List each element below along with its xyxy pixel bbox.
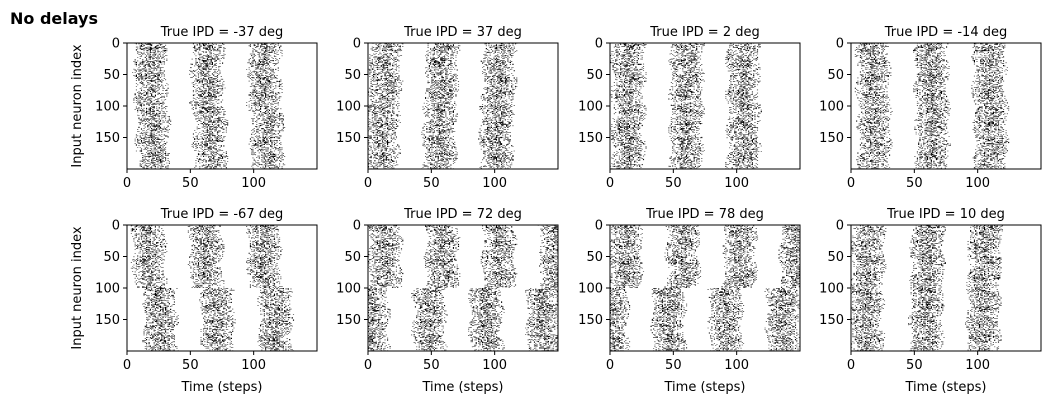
- y-tick-label: 50: [103, 68, 120, 83]
- x-tick-label: 100: [241, 358, 266, 373]
- y-tick-label: 50: [344, 250, 361, 265]
- panels: True IPD = -37 deg 0 50 100 0 50 100 150 Input n…: [70, 25, 1042, 395]
- y-tick-label: 0: [836, 219, 844, 234]
- x-tick-label: 0: [123, 176, 131, 191]
- axes-frame: [367, 42, 559, 170]
- raster-panel-2: True IPD = 37 deg 0 50 100 0 50 100 150: [336, 25, 559, 191]
- y-tick-label: 100: [819, 100, 844, 115]
- x-tick-label: 100: [724, 358, 749, 373]
- x-tick-label: 100: [724, 176, 749, 191]
- y-tick-label: 150: [819, 313, 844, 328]
- x-tick-label: 100: [965, 358, 990, 373]
- x-tick-label: 50: [423, 176, 440, 191]
- spike-raster: [610, 43, 762, 169]
- y-axis-label: Input neuron index: [70, 44, 85, 168]
- y-tick-label: 100: [336, 282, 361, 297]
- x-tick-label: 50: [906, 358, 923, 373]
- y-tick-label: 150: [95, 131, 120, 146]
- y-tick-label: 100: [95, 282, 120, 297]
- y-tick-label: 150: [578, 131, 603, 146]
- y-tick-label: 0: [112, 219, 120, 234]
- y-tick-label: 150: [95, 313, 120, 328]
- y-tick-label: 50: [827, 250, 844, 265]
- raster-panel-1: True IPD = -37 deg 0 50 100 0 50 100 150 Input n…: [70, 25, 318, 191]
- x-tick-label: 0: [606, 358, 614, 373]
- spike-raster: [610, 225, 800, 351]
- x-tick-label: 50: [182, 358, 199, 373]
- x-tick-label: 100: [482, 176, 507, 191]
- spike-raster: [132, 43, 286, 169]
- x-tick-label: 0: [123, 358, 131, 373]
- spike-raster: [368, 225, 558, 351]
- panel-title: True IPD = -37 deg: [160, 25, 283, 40]
- panel-title: True IPD = 37 deg: [403, 25, 522, 40]
- axes-frame: [367, 224, 559, 352]
- y-tick-label: 50: [103, 250, 120, 265]
- x-tick-label: 100: [241, 176, 266, 191]
- y-tick-label: 50: [344, 68, 361, 83]
- x-tick-label: 50: [665, 358, 682, 373]
- spike-raster: [130, 225, 295, 351]
- raster-panel-3: True IPD = 2 deg 0 50 100 0 50 100 150: [578, 25, 801, 191]
- y-tick-label: 100: [336, 100, 361, 115]
- x-axis-label: Time (steps): [664, 380, 746, 395]
- panel-title: True IPD = 2 deg: [649, 25, 760, 40]
- x-axis-label: Time (steps): [905, 380, 987, 395]
- raster-panel-5: True IPD = -67 deg 0 50 100 0 50 100 150 Time (s…: [70, 207, 318, 395]
- y-tick-label: 100: [95, 100, 120, 115]
- panel-title: True IPD = 10 deg: [886, 207, 1005, 222]
- x-axis-label: Time (steps): [181, 380, 263, 395]
- axes-frame: [609, 224, 801, 352]
- y-tick-label: 0: [836, 37, 844, 52]
- figure-title: No delays: [10, 9, 98, 28]
- y-tick-label: 150: [578, 313, 603, 328]
- y-tick-label: 0: [595, 219, 603, 234]
- x-tick-label: 50: [182, 176, 199, 191]
- raster-panel-4: True IPD = -14 deg 0 50 100 0 50 100 150: [819, 25, 1042, 191]
- panel-title: True IPD = 72 deg: [403, 207, 522, 222]
- x-tick-label: 100: [482, 358, 507, 373]
- spike-raster: [368, 43, 518, 169]
- y-tick-label: 0: [353, 37, 361, 52]
- x-tick-label: 50: [665, 176, 682, 191]
- x-tick-label: 0: [847, 176, 855, 191]
- y-tick-label: 0: [595, 37, 603, 52]
- x-tick-label: 50: [906, 176, 923, 191]
- panel-title: True IPD = 78 deg: [645, 207, 764, 222]
- x-tick-label: 0: [364, 358, 372, 373]
- panel-title: True IPD = -14 deg: [884, 25, 1007, 40]
- raster-panel-8: True IPD = 10 deg 0 50 100 0 50 100 150 Time (st…: [819, 207, 1042, 395]
- x-tick-label: 0: [364, 176, 372, 191]
- y-tick-label: 150: [819, 131, 844, 146]
- y-tick-label: 50: [586, 250, 603, 265]
- x-tick-label: 50: [423, 358, 440, 373]
- y-tick-label: 150: [336, 131, 361, 146]
- y-tick-label: 100: [578, 100, 603, 115]
- y-tick-label: 0: [353, 219, 361, 234]
- y-tick-label: 100: [578, 282, 603, 297]
- y-tick-label: 100: [819, 282, 844, 297]
- x-tick-label: 0: [847, 358, 855, 373]
- y-axis-label: Input neuron index: [70, 226, 85, 350]
- y-tick-label: 50: [586, 68, 603, 83]
- spike-raster: [851, 225, 1003, 351]
- y-tick-label: 150: [336, 313, 361, 328]
- x-tick-label: 100: [965, 176, 990, 191]
- y-tick-label: 0: [112, 37, 120, 52]
- panel-title: True IPD = -67 deg: [160, 207, 283, 222]
- x-tick-label: 0: [606, 176, 614, 191]
- raster-panel-6: True IPD = 72 deg 0 50 100 0 50 100 150 Time (st…: [336, 207, 559, 395]
- y-tick-label: 50: [827, 68, 844, 83]
- axes-frame: [850, 224, 1042, 352]
- raster-panel-7: True IPD = 78 deg 0 50 100 0 50 100 150 Time (st…: [578, 207, 801, 395]
- x-axis-label: Time (steps): [422, 380, 504, 395]
- spike-raster: [854, 43, 1010, 169]
